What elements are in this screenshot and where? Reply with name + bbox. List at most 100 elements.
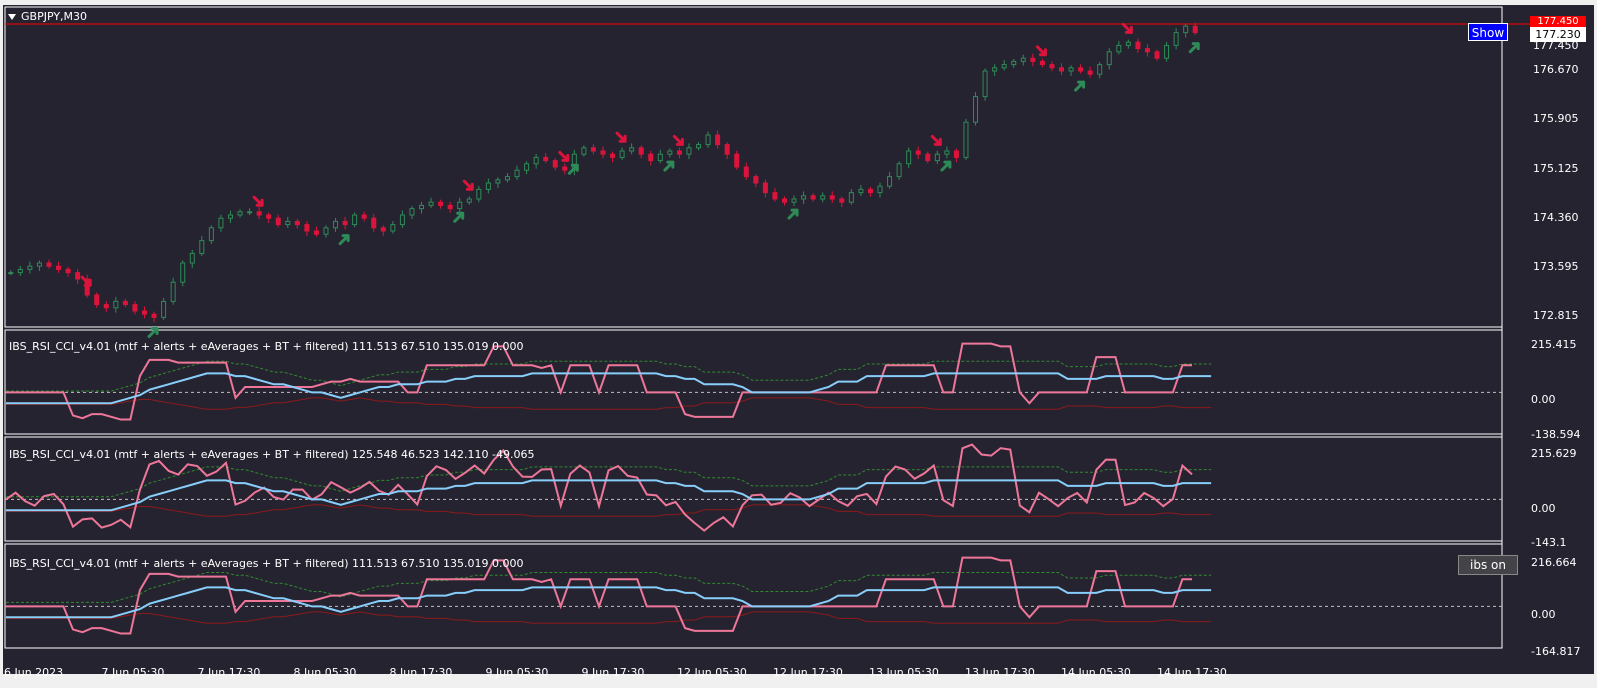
candle-body xyxy=(610,153,616,158)
sell-arrow-icon xyxy=(462,179,474,191)
indicator-3-tick: -164.817 xyxy=(1531,645,1581,658)
candle-body xyxy=(399,214,405,226)
candle-body xyxy=(657,153,663,162)
sell-arrow-icon xyxy=(80,275,92,287)
current-price-tag: 177.230 xyxy=(1530,27,1586,42)
indicator-pane-2-lines xyxy=(5,443,1502,532)
ibs-rsi-line xyxy=(6,342,1192,421)
collapse-triangle-icon[interactable] xyxy=(8,13,16,20)
price-tick: 174.360 xyxy=(1533,211,1579,224)
indicator-2-tick: 215.629 xyxy=(1531,447,1577,460)
candle-body xyxy=(142,310,148,315)
candle-body xyxy=(56,265,62,270)
indicator-1-label: IBS_RSI_CCI_v4.01 (mtf + alerts + eAvera… xyxy=(9,340,524,353)
candle-body xyxy=(27,265,33,270)
candle-body xyxy=(361,214,367,219)
indicator-2-label: IBS_RSI_CCI_v4.01 (mtf + alerts + eAvera… xyxy=(9,448,535,461)
buy-arrow-icon xyxy=(453,211,465,223)
candle-body xyxy=(944,150,950,155)
candle-body xyxy=(323,227,329,235)
indicator-2-tick: -143.1 xyxy=(1531,536,1567,549)
time-tick: 6 Jun 2023 xyxy=(4,666,64,679)
sell-arrow-icon xyxy=(930,134,942,146)
candle-body xyxy=(237,211,243,216)
candle-body xyxy=(696,144,702,149)
candle-body xyxy=(304,224,310,232)
candle-body xyxy=(333,220,339,229)
chart-title-row[interactable]: GBPJPY,M30 xyxy=(8,10,87,23)
candle-body xyxy=(1183,25,1189,34)
candle-body xyxy=(877,185,883,194)
candle-body xyxy=(485,182,491,190)
time-tick: 13 Jun 05:30 xyxy=(869,666,939,679)
candle-body xyxy=(638,147,644,155)
candle-body xyxy=(1030,57,1036,62)
candle-body xyxy=(552,160,558,168)
candle-body xyxy=(724,144,730,155)
candle-body xyxy=(1068,67,1074,72)
candle-body xyxy=(590,147,596,152)
candle-body xyxy=(915,150,921,155)
candle-body xyxy=(1192,25,1198,34)
symbol-timeframe-label: GBPJPY,M30 xyxy=(21,10,88,23)
sell-arrow-icon xyxy=(1121,22,1133,34)
buy-arrow-icon xyxy=(567,163,579,175)
candle-body xyxy=(953,150,959,158)
average-line xyxy=(6,479,1212,512)
candle-body xyxy=(676,150,682,155)
candle-body xyxy=(428,201,434,206)
candle-body xyxy=(1078,67,1084,72)
candle-body xyxy=(648,153,654,162)
ibs-toggle-button[interactable]: ibs on xyxy=(1458,555,1518,575)
price-tick: 175.905 xyxy=(1533,112,1579,125)
candle-body xyxy=(199,240,205,254)
candle-body xyxy=(275,217,281,226)
candle-body xyxy=(75,272,81,280)
candle-body xyxy=(504,176,510,181)
candle-body xyxy=(1087,70,1093,75)
candle-body xyxy=(1049,64,1055,69)
indicator-pane-1-lines xyxy=(5,342,1502,421)
candlestick-series xyxy=(8,22,1198,323)
candle-body xyxy=(1173,32,1179,46)
candle-body xyxy=(1154,51,1160,59)
time-tick: 7 Jun 05:30 xyxy=(101,666,165,679)
candle-body xyxy=(829,195,835,200)
candle-body xyxy=(906,150,912,165)
time-tick: 13 Jun 17:30 xyxy=(965,666,1035,679)
candle-body xyxy=(113,300,119,309)
candle-body xyxy=(743,166,749,178)
candle-body xyxy=(791,198,797,203)
candle-body xyxy=(132,304,138,312)
candle-body xyxy=(1144,48,1150,53)
candle-body xyxy=(1106,51,1112,66)
candle-body xyxy=(84,278,90,296)
candle-body xyxy=(1011,60,1017,66)
show-button[interactable]: Show xyxy=(1468,23,1508,41)
candle-body xyxy=(1164,44,1170,59)
candle-body xyxy=(1001,64,1007,69)
time-tick: 12 Jun 17:30 xyxy=(773,666,843,679)
lower-band-line xyxy=(6,611,1212,624)
candle-body xyxy=(170,281,176,302)
buy-arrow-icon xyxy=(663,160,675,172)
buy-arrow-icon xyxy=(338,234,350,246)
candle-body xyxy=(1116,44,1122,53)
sell-arrow-icon xyxy=(252,195,264,207)
upper-band-line xyxy=(6,572,1212,603)
sell-arrow-icon xyxy=(1035,45,1047,57)
indicator-1-tick: -138.594 xyxy=(1531,428,1581,441)
candle-body xyxy=(543,156,549,162)
candle-body xyxy=(466,198,472,203)
current-price-top-tag: 177.450 xyxy=(1530,16,1586,27)
candle-body xyxy=(94,294,100,306)
candle-body xyxy=(992,67,998,72)
candle-body xyxy=(533,156,539,165)
candle-body xyxy=(772,192,778,200)
candle-body xyxy=(896,163,902,178)
candle-body xyxy=(686,147,692,155)
time-tick: 12 Jun 05:30 xyxy=(677,666,747,679)
lower-band-line xyxy=(6,397,1212,410)
candle-body xyxy=(781,198,787,203)
candle-body xyxy=(629,147,635,152)
